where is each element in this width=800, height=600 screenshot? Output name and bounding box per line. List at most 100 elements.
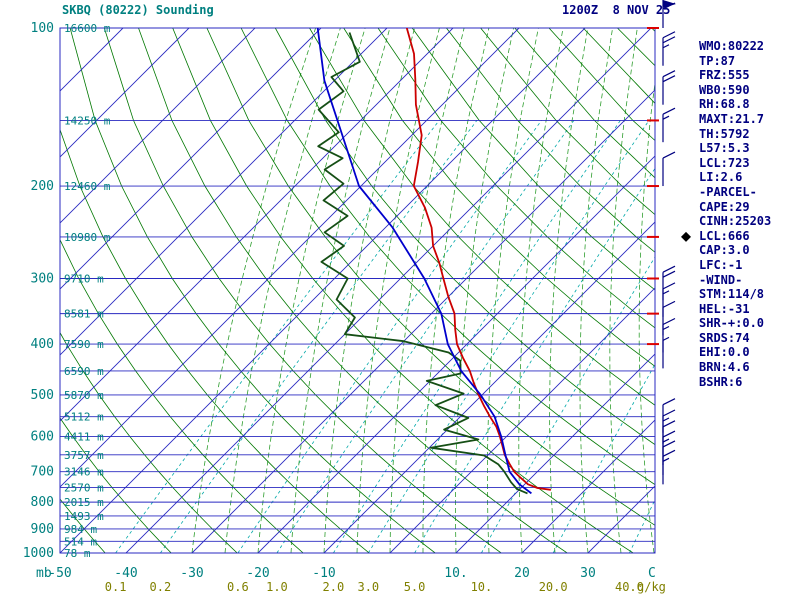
- wind-barb: [662, 300, 676, 336]
- stat-line: WB0:590: [699, 82, 750, 97]
- temp-axis-label: -30: [180, 566, 203, 581]
- stat-line: BSHR:6: [699, 374, 743, 389]
- stat-line: -WIND-: [699, 272, 743, 287]
- wind-barb: [662, 31, 676, 66]
- wind-barbs: [662, 0, 676, 485]
- temp-axis-label: -10: [312, 566, 335, 581]
- altitude-label: 3757 m: [64, 449, 104, 462]
- pressure-unit-label: mb: [36, 566, 52, 581]
- pressure-label: 800: [31, 495, 54, 510]
- axis-labels: 100 200 300 400 500 600 700 800 900 1000 mb 16600 m…: [23, 21, 666, 594]
- altitude-label: 4411 m: [64, 431, 104, 444]
- stat-line: L57:5.3: [699, 141, 750, 156]
- pressure-label: 100: [31, 21, 54, 36]
- stat-line: HEL:-31: [699, 301, 750, 316]
- temp-axis-label: 30: [580, 566, 596, 581]
- stat-line: LCL:723: [699, 155, 750, 170]
- sounding-datetime: 1200Z 8 NOV 25: [562, 3, 671, 17]
- altitude-label: 2570 m: [64, 481, 104, 494]
- pressure-label: 600: [31, 430, 54, 445]
- stat-line: FRZ:555: [699, 68, 750, 83]
- temp-axis-label: 10.: [444, 566, 467, 581]
- wind-barb: [662, 282, 676, 317]
- mixing-axis-label: 2.0: [323, 580, 345, 594]
- altitude-label: 984 m: [64, 523, 97, 536]
- stat-line: MAXT:21.7: [699, 111, 765, 126]
- plot-border: [59, 27, 656, 554]
- altitude-label: 1493 m: [64, 510, 104, 523]
- grid-mixing-ratio-lines: [115, 120, 655, 553]
- temp-axis-label: -40: [114, 566, 137, 581]
- trace-dewpoint: [317, 32, 528, 495]
- pressure-label: 900: [31, 522, 54, 537]
- stat-line: CINH:25203: [699, 214, 772, 229]
- stat-line: SHR-+:0.0: [699, 316, 765, 331]
- stat-line: EHI:0.0: [699, 345, 750, 360]
- altitude-label: 14250 m: [64, 114, 111, 127]
- pressure-label: 500: [31, 388, 54, 403]
- stat-line: BRN:4.6: [699, 360, 750, 375]
- mixing-axis-label: 20.0: [539, 580, 568, 594]
- wind-barb: [662, 151, 676, 187]
- stat-line: LFC:-1: [699, 257, 743, 272]
- wind-barb: [662, 409, 676, 445]
- grid-isotherms: [60, 28, 655, 553]
- altitude-label: 3146 m: [64, 466, 104, 479]
- mixing-axis-label: 0.1: [105, 580, 127, 594]
- altitude-label: 7590 m: [64, 338, 104, 351]
- markers: [681, 231, 691, 242]
- stat-line: LI:2.6: [699, 170, 743, 185]
- altitude-label: 16600 m: [64, 22, 111, 35]
- pressure-label: 1000: [23, 546, 54, 561]
- mixing-axis-label: 10.: [471, 580, 493, 594]
- stat-line: LCL:666: [699, 228, 750, 243]
- altitude-label: 8581 m: [64, 308, 104, 321]
- stat-line: RH:68.8: [699, 97, 750, 112]
- stat-line: SRDS:74: [699, 330, 750, 345]
- mixing-axis-label: 40.0: [615, 580, 644, 594]
- wind-barb: [662, 449, 676, 485]
- altitude-label: 514 m: [64, 535, 97, 548]
- temp-axis-label: -20: [246, 566, 269, 581]
- stat-line: CAP:3.0: [699, 243, 750, 258]
- altitude-label: 12460 m: [64, 180, 111, 193]
- altitude-label: 5112 m: [64, 411, 104, 424]
- pressure-label: 700: [31, 465, 54, 480]
- altitude-label: 6590 m: [64, 365, 104, 378]
- trace-wetbulb: [316, 28, 532, 495]
- grid-moist-adiabats: [191, 28, 655, 553]
- stat-line: CAPE:29: [699, 199, 750, 214]
- pressure-label: 300: [31, 271, 54, 286]
- mixing-axis-label: 1.0: [266, 580, 288, 594]
- altitude-label: 2015 m: [64, 496, 104, 509]
- wind-barb: [662, 317, 676, 353]
- stat-line: -PARCEL-: [699, 184, 757, 199]
- mixing-axis-label: 3.0: [357, 580, 379, 594]
- altitude-label: 9710 m: [64, 272, 104, 285]
- altitude-label: 10980 m: [64, 231, 111, 244]
- page-title: SKBQ (80222) Sounding: [62, 3, 214, 17]
- sounding-traces: [316, 28, 552, 495]
- wind-barb: [662, 70, 676, 105]
- grid-dry-adiabats: [60, 28, 655, 553]
- altitude-label: 78 m: [64, 547, 91, 560]
- stat-line: STM:114/8: [699, 287, 765, 302]
- mixing-unit-label: g/kg: [637, 580, 666, 594]
- wind-barb: [662, 440, 676, 475]
- altitude-label: 5870 m: [64, 389, 104, 402]
- stat-line: WMO:80222: [699, 39, 765, 53]
- stats-panel: WMO:80222 TP:87 FRZ:555 WB0:590 RH:68.8 MAXT:…: [699, 39, 771, 389]
- mixing-axis-label: 5.0: [404, 580, 426, 594]
- pressure-label: 400: [31, 337, 54, 352]
- edge-ticks: [647, 27, 659, 346]
- temp-axis-label: -50: [48, 566, 71, 581]
- temp-unit-label: C: [648, 566, 656, 581]
- wind-barb: [662, 0, 676, 28]
- wind-barb: [662, 420, 676, 455]
- temp-axis-label: 20: [514, 566, 530, 581]
- mixing-axis-label: 0.2: [150, 580, 172, 594]
- grid-pressure-lines: [60, 27, 655, 554]
- stat-line: TP:87: [699, 53, 736, 68]
